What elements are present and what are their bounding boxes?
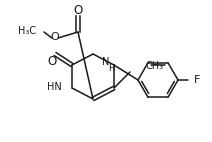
Text: F: F	[194, 75, 200, 85]
Text: CH₃: CH₃	[146, 61, 164, 71]
Text: O: O	[73, 4, 83, 16]
Text: H: H	[108, 63, 115, 73]
Text: O: O	[47, 55, 57, 67]
Text: HN: HN	[47, 82, 62, 92]
Text: N: N	[102, 57, 109, 67]
Text: O: O	[51, 32, 59, 42]
Text: H₃C: H₃C	[18, 26, 36, 36]
